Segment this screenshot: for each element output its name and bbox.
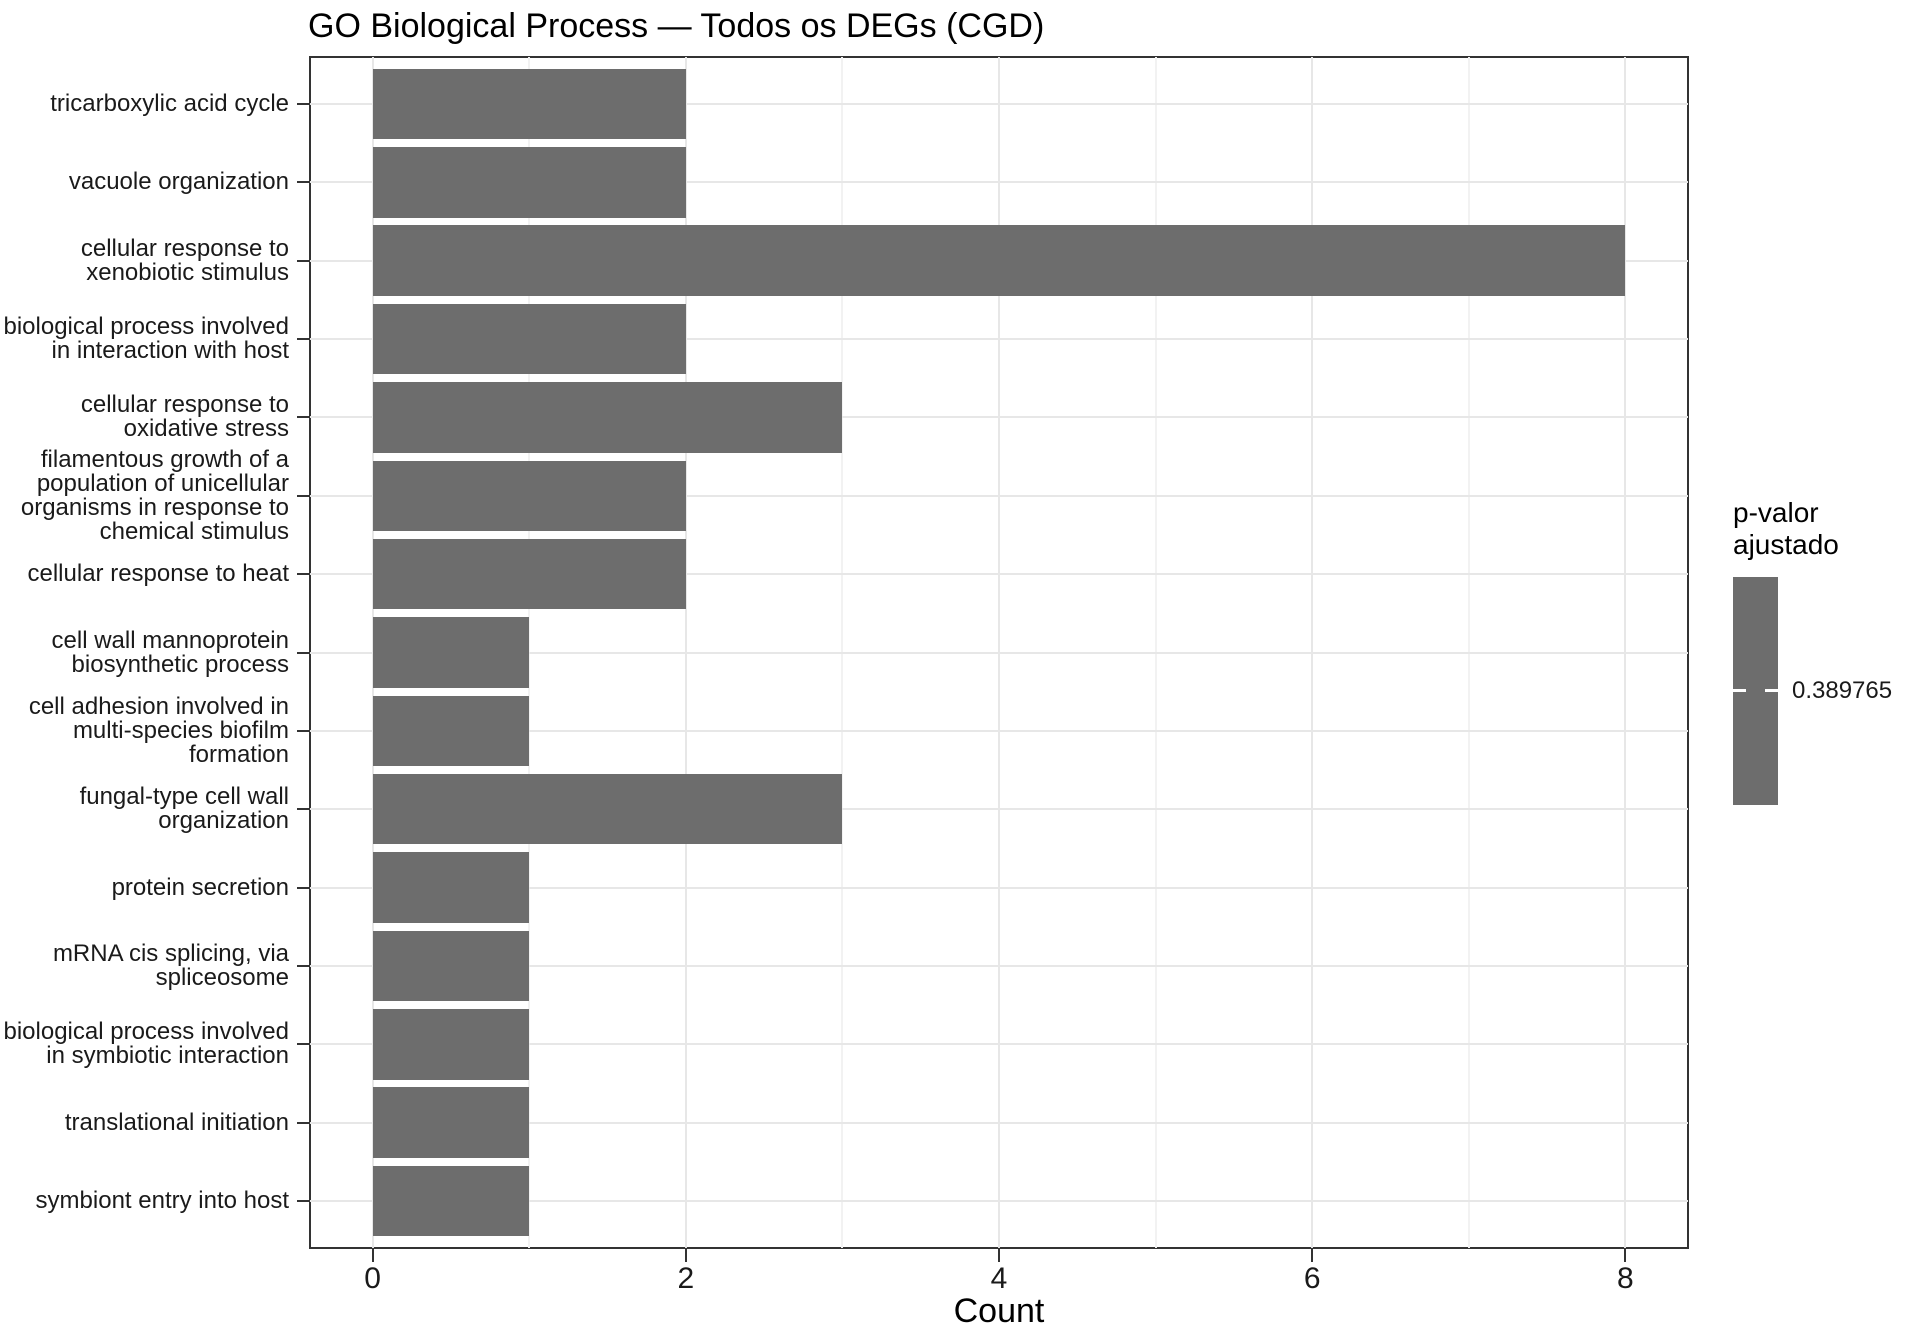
- h-gridline: [310, 1121, 1688, 1124]
- h-gridline: [310, 1043, 1688, 1046]
- bar: [372, 538, 686, 610]
- x-tick-label: 4: [990, 1262, 1008, 1295]
- h-gridline: [310, 338, 1688, 341]
- y-axis-label: cellular response to oxidative stress: [80, 391, 289, 443]
- y-axis-label: mRNA cis splicing, via spliceosome: [52, 939, 289, 991]
- y-tick: [297, 808, 310, 811]
- h-gridline: [310, 651, 1688, 654]
- y-axis-label: vacuole organization: [68, 168, 289, 196]
- bar: [372, 1087, 530, 1158]
- x-tick-label: 0: [364, 1262, 381, 1295]
- h-gridline: [310, 1199, 1688, 1202]
- y-tick: [297, 964, 310, 967]
- y-axis-label: filamentous growth of a population of un…: [20, 445, 289, 545]
- bar: [372, 773, 843, 845]
- x-tick: [684, 1249, 687, 1262]
- x-tick: [1624, 1249, 1627, 1262]
- y-axis-label: tricarboxylic acid cycle: [50, 90, 289, 117]
- bar: [372, 382, 843, 453]
- x-tick: [1311, 1249, 1314, 1262]
- h-gridline: [310, 729, 1688, 732]
- y-tick: [297, 1043, 310, 1046]
- y-tick: [297, 729, 310, 732]
- h-gridline: [310, 416, 1688, 419]
- x-axis-title: Count: [953, 1292, 1045, 1330]
- y-tick: [297, 103, 310, 105]
- legend-tick-label: 0.389765: [1792, 677, 1893, 704]
- y-tick: [297, 1199, 310, 1202]
- bar: [372, 1165, 530, 1237]
- x-tick-label: 6: [1303, 1262, 1321, 1295]
- y-tick: [297, 338, 310, 341]
- bar: [372, 68, 686, 140]
- colorbar-tick-right: [1765, 689, 1778, 692]
- y-axis-label: biological process involved in interacti…: [3, 313, 290, 365]
- h-gridline: [310, 886, 1688, 889]
- h-gridline: [310, 494, 1688, 497]
- legend-title: p-valor ajustado: [1733, 497, 1839, 560]
- h-gridline: [310, 181, 1688, 184]
- bar: [372, 303, 686, 375]
- y-tick: [297, 573, 310, 576]
- y-tick: [297, 181, 310, 184]
- bar: [372, 852, 530, 923]
- bar: [372, 225, 1626, 296]
- bar: [372, 930, 530, 1002]
- y-tick: [297, 651, 310, 654]
- h-gridline: [310, 573, 1688, 576]
- h-gridline: [310, 808, 1688, 811]
- bar: [372, 695, 530, 767]
- x-tick: [998, 1249, 1000, 1262]
- bar: [372, 460, 686, 532]
- y-axis-label: biological process involved in symbiotic…: [3, 1018, 290, 1070]
- y-axis-label: fungal-type cell wall organization: [79, 783, 289, 835]
- y-axis-label: cellular response to xenobiotic stimulus: [80, 234, 289, 286]
- x-tick-label: 2: [677, 1262, 695, 1295]
- y-axis-label: protein secretion: [111, 873, 289, 901]
- bar: [372, 617, 530, 688]
- colorbar-tick-left: [1733, 689, 1746, 692]
- y-tick: [297, 259, 310, 262]
- y-tick: [297, 1121, 310, 1124]
- y-axis-label: cell wall mannoprotein biosynthetic proc…: [51, 626, 289, 678]
- bar: [372, 147, 686, 218]
- x-tick: [371, 1249, 374, 1262]
- bar: [372, 1009, 530, 1080]
- x-tick-label: 8: [1617, 1262, 1634, 1295]
- chart-title: GO Biological Process — Todos os DEGs (C…: [308, 7, 1045, 45]
- legend-colorbar: [1733, 577, 1778, 805]
- y-axis-label: cell adhesion involved in multi-species …: [28, 692, 289, 768]
- y-axis-label: translational initiation: [64, 1108, 289, 1136]
- h-gridline: [310, 964, 1688, 967]
- y-axis-label: symbiont entry into host: [35, 1186, 289, 1214]
- y-tick: [297, 416, 310, 419]
- y-tick: [297, 886, 310, 889]
- y-axis-label: cellular response to heat: [27, 560, 290, 588]
- y-tick: [297, 494, 310, 497]
- h-gridline: [310, 103, 1688, 105]
